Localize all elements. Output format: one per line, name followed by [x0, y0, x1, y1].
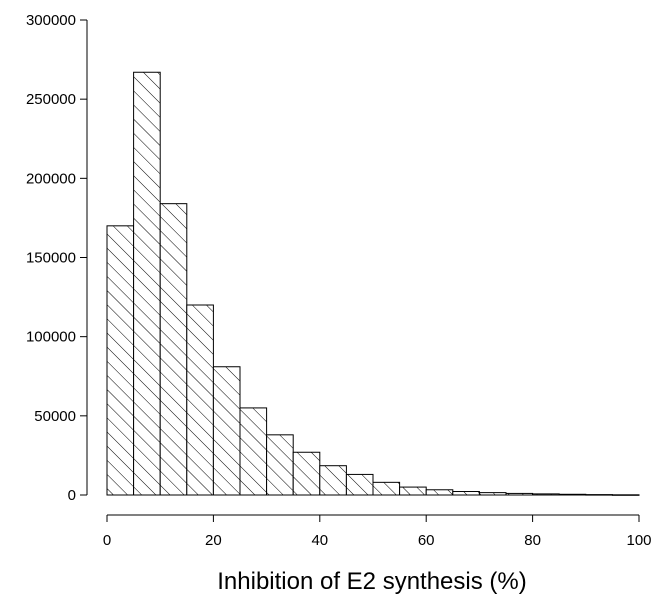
x-tick-label: 100 — [626, 532, 651, 549]
histogram-bar-90-95 — [585, 494, 613, 496]
histogram-bar-5-10 — [133, 71, 161, 496]
histogram-bar-0-5 — [106, 225, 135, 496]
histogram-bar-15-20 — [186, 304, 214, 496]
y-tick-label: 100000 — [26, 329, 76, 346]
x-axis-title: Inhibition of E2 synthesis (%) — [217, 568, 526, 594]
histogram-bar-85-90 — [558, 493, 587, 496]
x-tick-label: 40 — [311, 532, 328, 549]
histogram-bar-70-75 — [478, 492, 507, 496]
histogram-bar-35-40 — [292, 451, 321, 496]
histogram-bar-10-15 — [159, 203, 188, 496]
y-tick-label: 250000 — [26, 91, 76, 108]
x-axis: 0 20 40 60 80 100 — [103, 514, 652, 549]
x-tick-label: 60 — [418, 532, 435, 549]
histogram-bar-20-25 — [212, 366, 241, 496]
histogram-bar-45-50 — [345, 473, 374, 496]
x-tick-label: 80 — [524, 532, 541, 549]
y-tick-label: 200000 — [26, 170, 76, 187]
y-axis: 0 50000 100000 150000 200000 250000 300000 — [26, 12, 88, 504]
y-tick-label: 150000 — [26, 250, 76, 267]
histogram-bar-60-65 — [425, 489, 454, 496]
histogram-bar-95-100 — [611, 494, 640, 496]
histogram-bar-65-70 — [452, 491, 480, 496]
histogram-bar-80-85 — [532, 493, 560, 496]
histogram-bar-55-60 — [399, 486, 427, 496]
y-tick-label: 0 — [68, 487, 76, 504]
x-tick-label: 20 — [205, 532, 222, 549]
histogram-bar-25-30 — [239, 407, 268, 496]
y-tick-label: 50000 — [34, 408, 76, 425]
bars-group — [106, 71, 640, 496]
histogram-bar-40-45 — [319, 465, 347, 496]
histogram-bar-50-55 — [372, 481, 401, 496]
x-tick-label: 0 — [103, 532, 111, 549]
y-tick-label: 300000 — [26, 12, 76, 29]
histogram-bar-30-35 — [266, 434, 294, 496]
histogram-bar-75-80 — [505, 492, 534, 496]
